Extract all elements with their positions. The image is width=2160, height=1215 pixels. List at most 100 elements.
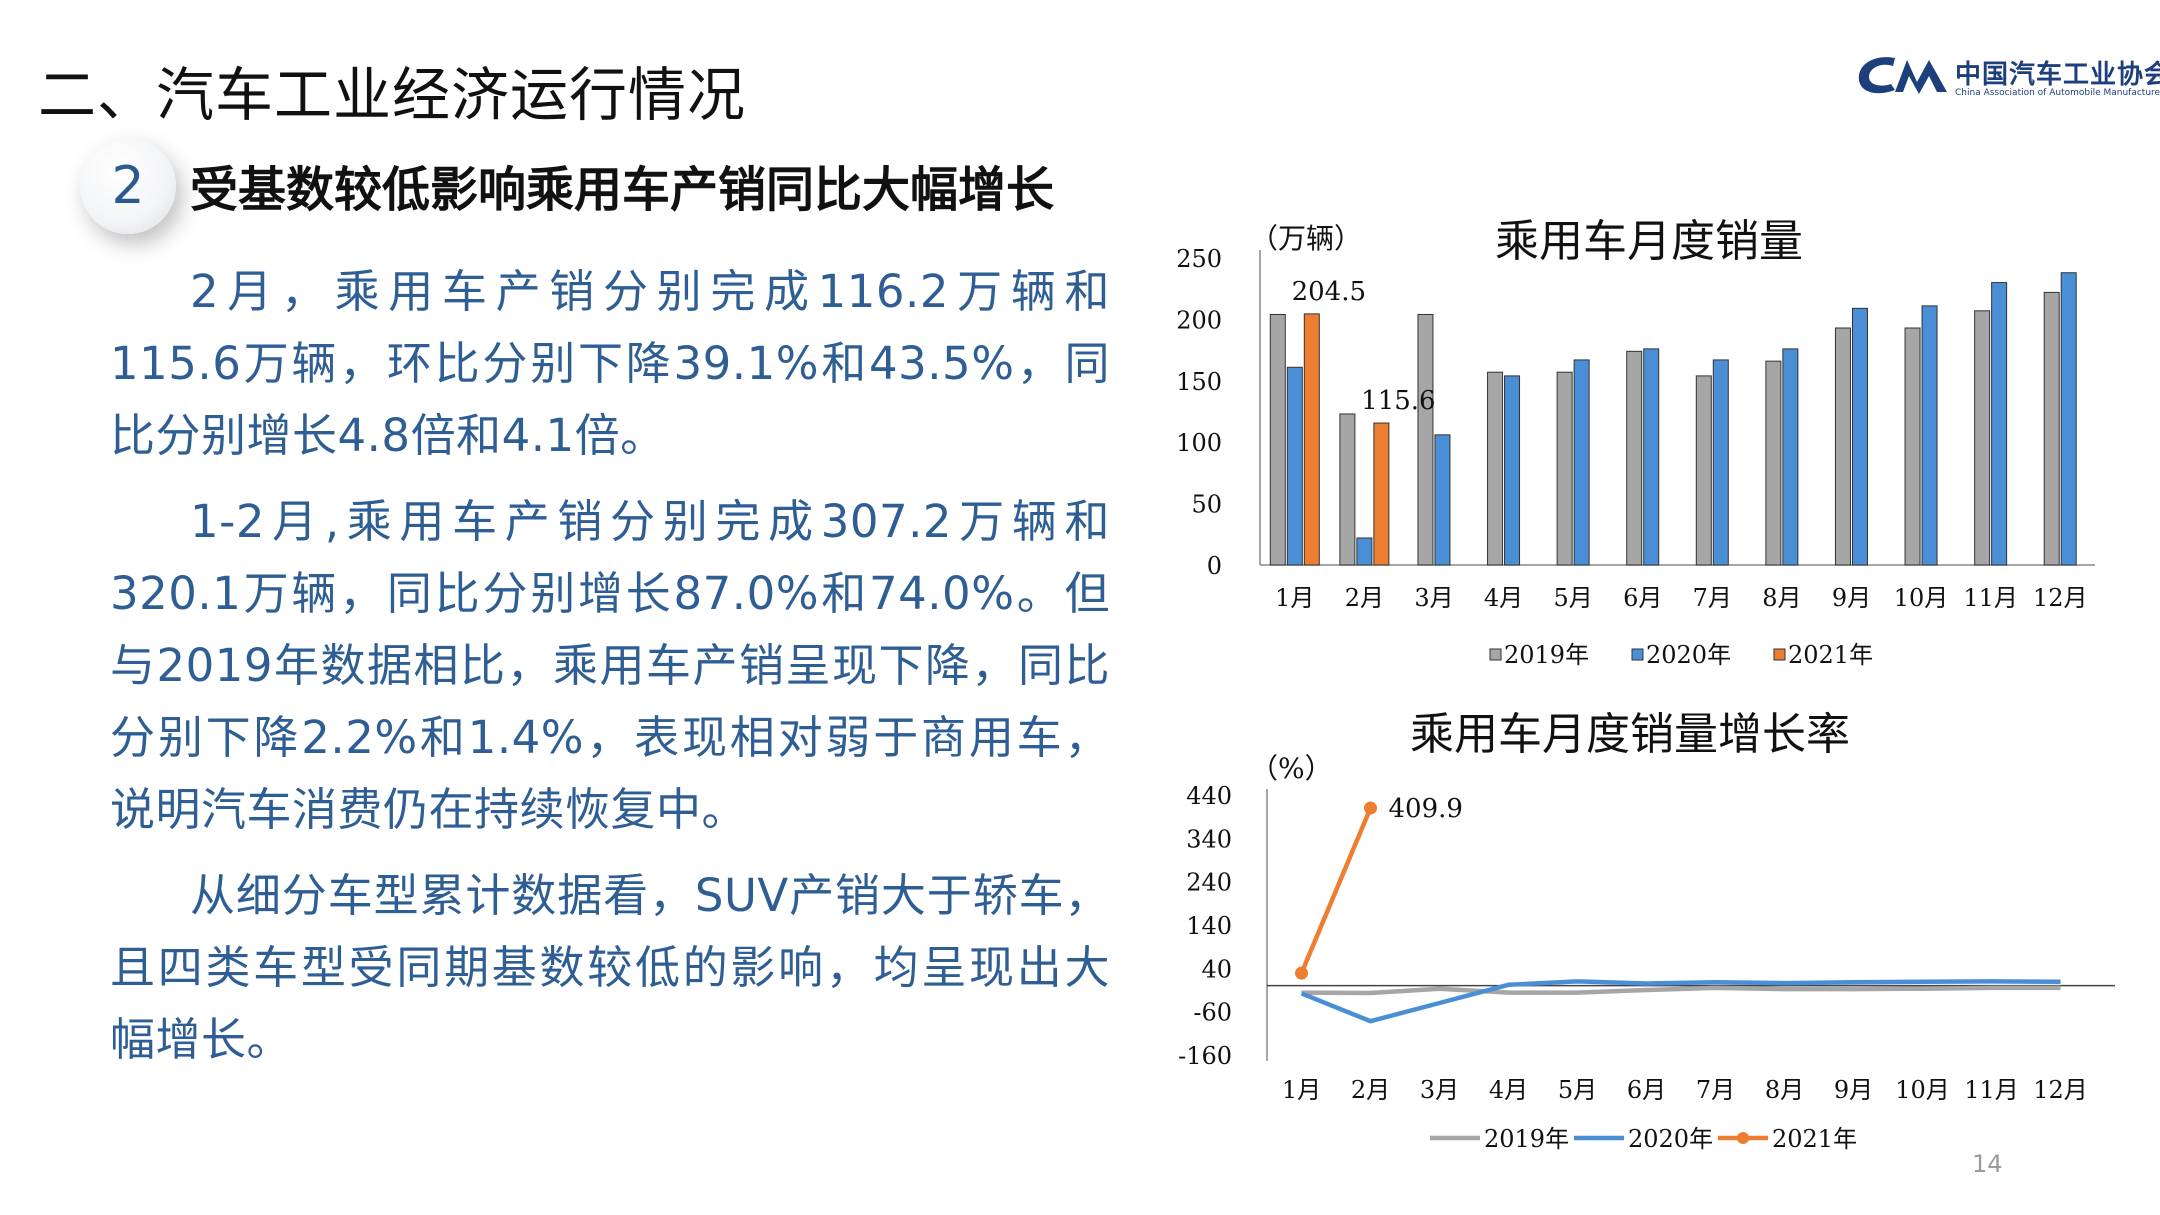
- page-title: 二、汽车工业经济运行情况: [38, 61, 747, 129]
- bar-2020年-1月: [1286, 366, 1303, 566]
- paragraph-1: 2月，乘用车产销分别完成116.2万辆和115.6万辆，环比分别下降39.1%和…: [110, 265, 1110, 462]
- bar-2020年-5月: [1573, 359, 1590, 566]
- line-x-tick: 11月: [1964, 1076, 2019, 1104]
- bar-2019年-4月: [1487, 371, 1504, 566]
- bar-x-tick: 2月: [1345, 584, 1384, 612]
- legend-label: 2019年: [1504, 641, 1589, 669]
- bar-2020年-11月: [1991, 282, 2008, 566]
- bar-2019年-11月: [1974, 310, 1991, 566]
- line-data-label: 409.9: [1389, 794, 1463, 824]
- line-series-2020年: [1300, 979, 2061, 1024]
- bar-2020年-12月: [2060, 272, 2077, 566]
- bar-2019年-3月: [1417, 313, 1434, 566]
- caam-logo-icon: [1858, 57, 1947, 94]
- bar-data-label: 115.6: [1361, 386, 1435, 416]
- line-x-tick: 12月: [2033, 1076, 2088, 1104]
- line-x-tick: 3月: [1420, 1076, 1459, 1104]
- bar-2019年-8月: [1765, 360, 1782, 566]
- legend-swatch-2020年: [1631, 648, 1644, 661]
- line-chart-title: 乘用车月度销量增长率: [1410, 709, 1850, 760]
- bar-2019年-2月: [1339, 413, 1356, 566]
- bar-x-tick: 5月: [1553, 584, 1592, 612]
- legend-label: 2021年: [1772, 1125, 1857, 1153]
- bar-2020年-8月: [1782, 348, 1799, 566]
- bar-x-tick: 4月: [1484, 584, 1523, 612]
- bar-2019年-5月: [1556, 371, 1573, 566]
- bar-data-label: 204.5: [1292, 277, 1366, 307]
- bar-x-tick: 8月: [1762, 584, 1801, 612]
- bar-2019年-12月: [2043, 291, 2060, 566]
- bar-2020年-2月: [1356, 537, 1373, 566]
- line-x-tick: 4月: [1489, 1076, 1528, 1104]
- bar-x-tick: 12月: [2033, 584, 2088, 612]
- bar-y-tick: 0: [1207, 552, 1222, 580]
- bar-x-tick: 11月: [1963, 584, 2018, 612]
- line-x-tick: 8月: [1765, 1076, 1804, 1104]
- logo-text-en: China Association of Automobile Manufact…: [1955, 88, 2160, 98]
- legend-label: 2021年: [1788, 641, 1873, 669]
- bar-y-tick: 150: [1176, 368, 1222, 396]
- line-x-tick: 1月: [1282, 1076, 1321, 1104]
- bar-x-tick: 1月: [1275, 584, 1314, 612]
- line-x-tick: 9月: [1834, 1076, 1873, 1104]
- line-y-tick: 340: [1186, 825, 1232, 853]
- line-series-2021年: [1299, 807, 1373, 974]
- line-y-tick: -160: [1178, 1042, 1232, 1070]
- bar-x-tick: 10月: [1894, 584, 1949, 612]
- section-number: 2: [111, 156, 145, 216]
- bar-2021年-2月: [1373, 422, 1390, 566]
- line-chart-unit: （%）: [1250, 752, 1333, 785]
- bar-chart-title: 乘用车月度销量: [1495, 216, 1803, 267]
- legend-swatch-2021年: [1773, 648, 1786, 661]
- bar-2019年-10月: [1904, 327, 1921, 566]
- line-chart: （%） 440 340 240 140 40 -60 -160 1月 2月 3月 4月 5月 6月 7月 8月…: [1178, 752, 2115, 1153]
- line-y-tick: -60: [1193, 999, 1232, 1027]
- bar-chart: （万辆） 0 50 100 150 200 250 1月 2月 3月 4月 5月 6月 7月 8月 9月 10月…: [1176, 222, 2095, 669]
- bar-x-tick: 7月: [1693, 584, 1732, 612]
- logo-text-cn: 中国汽车工业协会: [1955, 60, 2160, 90]
- bar-2021年-1月: [1303, 313, 1320, 566]
- logo: 中国汽车工业协会 China Association of Automobile…: [1855, 52, 2160, 102]
- body-text: 2月，乘用车产销分别完成116.2万辆和115.6万辆，环比分别下降39.1%和…: [110, 256, 1110, 1090]
- line-y-tick: 240: [1186, 869, 1232, 897]
- line-x-tick: 10月: [1895, 1076, 1950, 1104]
- bar-2020年-4月: [1504, 375, 1521, 566]
- line-x-tick: 7月: [1696, 1076, 1735, 1104]
- line-point-2021年-1: [1364, 801, 1377, 815]
- line-series-2019年: [1301, 985, 2061, 996]
- bar-x-tick: 9月: [1832, 584, 1871, 612]
- bar-2019年-7月: [1695, 375, 1712, 566]
- bar-y-tick: 250: [1176, 245, 1222, 273]
- legend-label: 2020年: [1646, 641, 1731, 669]
- bar-2020年-6月: [1643, 348, 1660, 566]
- bar-2020年-9月: [1851, 307, 1868, 566]
- line-point-2021年-0: [1295, 966, 1308, 980]
- legend-swatch-2019年: [1489, 648, 1502, 661]
- line-y-tick: 440: [1186, 782, 1232, 810]
- line-x-tick: 5月: [1558, 1076, 1597, 1104]
- paragraph-3: 从细分车型累计数据看，SUV产销大于轿车，且四类车型受同期基数较低的影响，均呈现…: [110, 869, 1110, 1066]
- bar-2019年-9月: [1834, 327, 1851, 566]
- legend-label: 2020年: [1628, 1125, 1713, 1153]
- section-number-badge: 2: [80, 138, 176, 234]
- bar-x-tick: 6月: [1623, 584, 1662, 612]
- bar-2019年-6月: [1626, 350, 1643, 566]
- legend-label: 2019年: [1484, 1125, 1569, 1153]
- legend-marker-2021年: [1737, 1132, 1749, 1144]
- page-number: 14: [1972, 1150, 2003, 1178]
- bar-2019年-1月: [1269, 313, 1286, 566]
- bar-chart-unit: （万辆）: [1250, 222, 1362, 255]
- paragraph-2: 1-2月,乘用车产销分别完成307.2万辆和320.1万辆，同比分别增长87.0…: [110, 495, 1110, 836]
- bar-y-tick: 200: [1176, 306, 1222, 334]
- bar-y-tick: 100: [1176, 429, 1222, 457]
- line-x-tick: 2月: [1351, 1076, 1390, 1104]
- bar-2020年-10月: [1921, 305, 1938, 566]
- bar-2020年-3月: [1434, 434, 1451, 566]
- line-y-tick: 40: [1201, 955, 1232, 983]
- line-x-tick: 6月: [1627, 1076, 1666, 1104]
- bar-y-tick: 50: [1191, 491, 1222, 519]
- section-heading: 受基数较低影响乘用车产销同比大幅增长: [190, 162, 1055, 218]
- bar-x-tick: 3月: [1414, 584, 1453, 612]
- line-y-tick: 140: [1186, 912, 1232, 940]
- bar-2020年-7月: [1712, 359, 1729, 566]
